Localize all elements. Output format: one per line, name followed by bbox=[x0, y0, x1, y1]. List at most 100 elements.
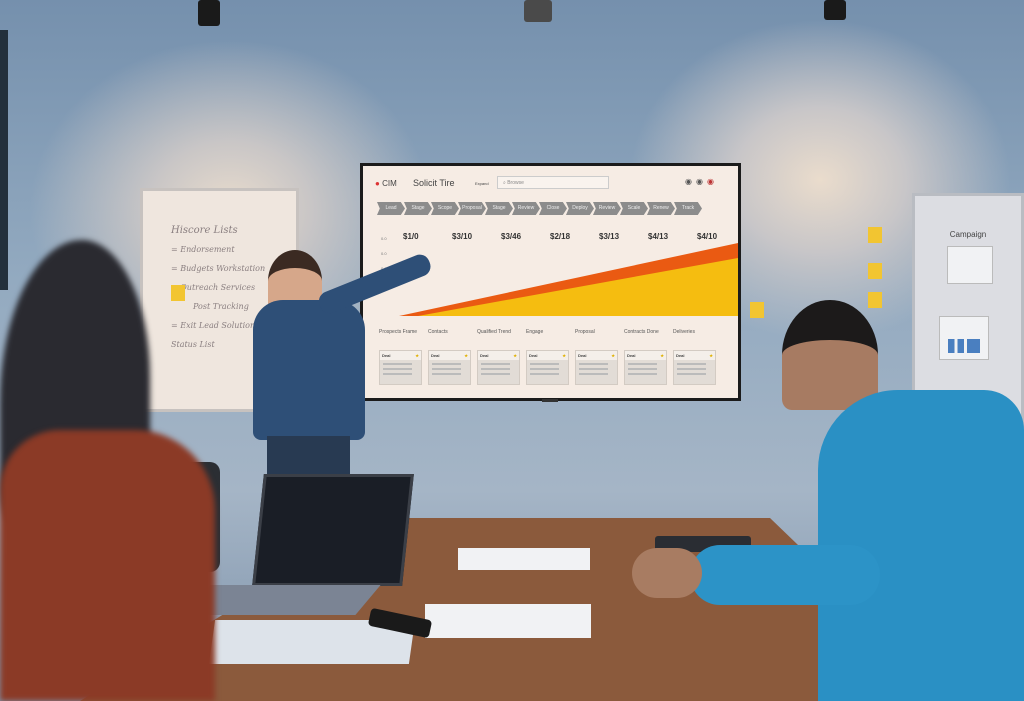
column-header: Proposal bbox=[575, 329, 595, 335]
metric-value: $3/46 bbox=[501, 232, 522, 241]
sticky-note bbox=[171, 285, 185, 301]
metric-value: $3/10 bbox=[452, 232, 473, 241]
pipeline-stage[interactable]: Review bbox=[512, 202, 540, 215]
card-title: Deal ★ bbox=[674, 351, 715, 360]
star-icon: ★ bbox=[464, 353, 468, 358]
avatar[interactable]: ◉ bbox=[706, 177, 718, 186]
whiteboard-line: Post Tracking bbox=[193, 302, 249, 311]
pipeline-stage[interactable]: Track bbox=[674, 202, 702, 215]
wall-display: ● CIM Solicit Tire Expand ⌕ Browse ◉◉◉ L… bbox=[360, 163, 741, 401]
pipeline-stage[interactable]: Scale bbox=[620, 202, 648, 215]
pipeline-stage[interactable]: Proposal bbox=[458, 202, 486, 215]
card-title: Deal ★ bbox=[625, 351, 666, 360]
pinned-bar-chart bbox=[939, 316, 989, 360]
deal-card[interactable]: Deal ★ bbox=[477, 350, 520, 385]
orange-band bbox=[399, 243, 738, 316]
card-title: Deal ★ bbox=[576, 351, 617, 360]
deal-card[interactable]: Deal ★ bbox=[673, 350, 716, 385]
whiteboard-line: Hiscore Lists bbox=[171, 225, 238, 236]
card-label: Deal bbox=[676, 353, 685, 358]
pipeline-stage[interactable]: Stage bbox=[485, 202, 513, 215]
pipeline-stage[interactable]: Scope bbox=[431, 202, 459, 215]
crm-dashboard: ● CIM Solicit Tire Expand ⌕ Browse ◉◉◉ L… bbox=[363, 166, 738, 398]
whiteboard-line: Status List bbox=[171, 340, 215, 349]
card-title: Deal ★ bbox=[429, 351, 470, 360]
whiteboard-line: = Outreach Services bbox=[171, 283, 256, 292]
card-label: Deal bbox=[480, 353, 489, 358]
pipeline-stage[interactable]: Stage bbox=[404, 202, 432, 215]
whiteboard-line: = Exit Lead Solutions bbox=[171, 321, 260, 330]
door-frame bbox=[0, 30, 8, 290]
metric-value: $4/13 bbox=[648, 232, 669, 241]
metric-value: $1/0 bbox=[403, 232, 419, 241]
brand-name: CIM bbox=[382, 179, 397, 188]
column-header: Contracts Done bbox=[624, 329, 659, 335]
card-label: Deal bbox=[529, 353, 538, 358]
pipeline-stages: Lead Stage Scope Proposal Stage Review Close De… bbox=[377, 202, 702, 215]
deal-card[interactable]: Deal ★ bbox=[624, 350, 667, 385]
sticky-note bbox=[750, 302, 764, 318]
y-label: 0.0 bbox=[381, 251, 387, 256]
deal-card[interactable]: Deal ★ bbox=[428, 350, 471, 385]
star-icon: ★ bbox=[709, 353, 713, 358]
search-placeholder: Browse bbox=[507, 180, 524, 186]
card-label: Deal bbox=[627, 353, 636, 358]
sticky-note bbox=[868, 263, 882, 279]
ceiling-spotlight bbox=[824, 0, 846, 20]
card-label: Deal bbox=[578, 353, 587, 358]
card-label: Deal bbox=[382, 353, 391, 358]
nav-link[interactable]: Expand bbox=[475, 181, 489, 186]
deal-card[interactable]: Deal ★ bbox=[379, 350, 422, 385]
sticky-note bbox=[868, 292, 882, 308]
display-logo bbox=[542, 399, 558, 402]
laptop-screen bbox=[252, 474, 414, 586]
man-arm bbox=[690, 545, 880, 605]
notification-icon[interactable]: ◉ bbox=[685, 177, 696, 186]
star-icon: ★ bbox=[415, 353, 419, 358]
settings-icon[interactable]: ◉ bbox=[695, 177, 707, 186]
ceiling-spotlight bbox=[524, 0, 552, 22]
card-title: Deal ★ bbox=[380, 351, 421, 360]
document bbox=[458, 548, 590, 570]
whiteboard-line: = Budgets Workstation bbox=[171, 264, 266, 273]
card-title: Deal ★ bbox=[478, 351, 519, 360]
sticky-note bbox=[868, 227, 882, 243]
deal-card[interactable]: Deal ★ bbox=[575, 350, 618, 385]
pipeline-stage[interactable]: Renew bbox=[647, 202, 675, 215]
card-label: Deal bbox=[431, 353, 440, 358]
column-header: Prospects Frame bbox=[379, 329, 418, 335]
logo-icon: ● bbox=[375, 179, 380, 188]
presenter-shirt bbox=[253, 300, 365, 440]
star-icon: ★ bbox=[513, 353, 517, 358]
man-head bbox=[782, 300, 878, 410]
header-icons[interactable]: ◉◉◉ bbox=[685, 177, 718, 186]
search-input[interactable]: ⌕ Browse bbox=[497, 176, 609, 189]
pinned-report bbox=[947, 246, 993, 284]
pipeline-stage[interactable]: Close bbox=[539, 202, 567, 215]
ceiling-spotlight bbox=[198, 0, 220, 26]
report-document bbox=[425, 604, 591, 638]
column-header: Qualified Trend bbox=[477, 329, 511, 335]
pipeline-stage[interactable]: Deploy bbox=[566, 202, 594, 215]
star-icon: ★ bbox=[660, 353, 664, 358]
growth-chart bbox=[399, 243, 738, 316]
column-header: Contacts bbox=[428, 329, 448, 335]
card-title: Deal ★ bbox=[527, 351, 568, 360]
board-title: Campaign bbox=[949, 230, 987, 239]
star-icon: ★ bbox=[611, 353, 615, 358]
app-title: Solicit Tire bbox=[412, 178, 455, 188]
deal-card[interactable]: Deal ★ bbox=[526, 350, 569, 385]
app-header: ● CIM Solicit Tire bbox=[375, 178, 455, 188]
man-hands bbox=[632, 548, 702, 598]
column-header: Engage bbox=[526, 329, 544, 335]
metric-value: $3/13 bbox=[599, 232, 620, 241]
y-label: 0.0 bbox=[381, 236, 387, 241]
metric-value: $2/18 bbox=[550, 232, 571, 241]
woman-sweater bbox=[0, 430, 215, 701]
pipeline-stage[interactable]: Review bbox=[593, 202, 621, 215]
metric-value: $4/10 bbox=[697, 232, 718, 241]
column-header: Deliveries bbox=[673, 329, 695, 335]
pipeline-stage[interactable]: Lead bbox=[377, 202, 405, 215]
whiteboard-line: = Endorsement bbox=[171, 245, 235, 254]
star-icon: ★ bbox=[562, 353, 566, 358]
